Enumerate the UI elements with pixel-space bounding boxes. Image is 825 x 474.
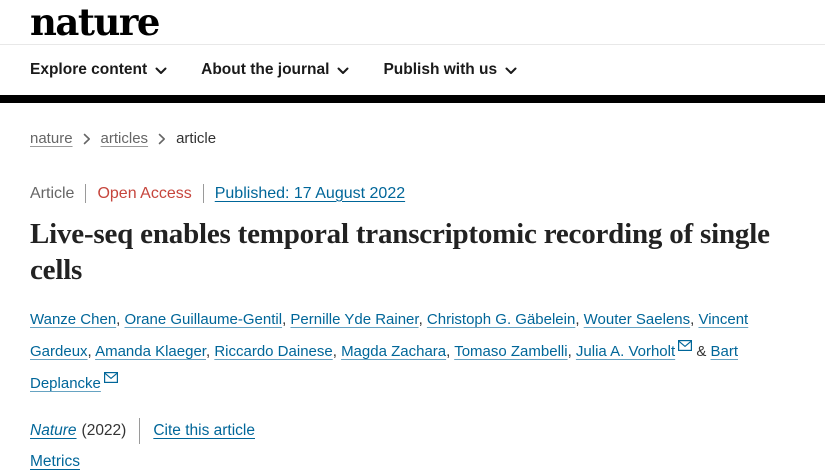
author-link[interactable]: Julia A. Vorholt [575,343,676,360]
author-link[interactable]: Christoph G. Gäbelein [426,311,576,328]
author-link[interactable]: Magda Zachara [341,343,447,360]
main-nav: Explore content About the journal Publis… [0,45,825,95]
logo-row: nature [0,0,825,45]
breadcrumb-current: article [176,130,217,147]
article-type-label: Article [30,184,75,202]
separator [85,184,87,203]
open-access-label: Open Access [97,184,192,202]
header-black-bar [0,95,825,103]
nav-publish-with-us[interactable]: Publish with us [383,61,517,79]
author-link[interactable]: Wanze Chen [30,311,117,328]
published-date-link[interactable]: Published: 17 August 2022 [214,184,406,202]
separator [202,184,204,203]
email-icon[interactable] [678,340,693,352]
separator [139,418,141,444]
metrics-row: Metrics [30,453,795,471]
breadcrumb-articles-link[interactable]: articles [100,130,149,147]
author-link[interactable]: Vincent Gardeux [30,311,749,360]
chevron-down-icon [505,67,517,74]
article-header-section: nature articles article Article Open Acc… [0,130,825,471]
nature-logo[interactable]: nature [30,0,160,44]
author-link[interactable]: Pernille Yde Rainer [290,311,419,328]
site-header: nature Explore content About the journal… [0,0,825,103]
author-link[interactable]: Amanda Klaeger [95,343,206,360]
author-link[interactable]: Riccardo Dainese [214,343,333,360]
breadcrumb-nature-link[interactable]: nature [30,130,73,147]
breadcrumb: nature articles article [30,130,795,147]
journal-link[interactable]: Nature [30,422,77,439]
article-meta: Article Open Access Published: 17 August… [30,184,795,203]
nav-label: Publish with us [383,61,498,78]
chevron-right-icon [83,133,90,144]
article-title: Live-seq enables temporal transcriptomic… [30,218,770,286]
author-link[interactable]: Tomaso Zambelli [454,343,568,360]
author-list: Wanze Chen, Orane Guillaume-Gentil, Pern… [30,311,749,392]
email-icon[interactable] [103,372,118,384]
chevron-down-icon [337,67,349,74]
chevron-right-icon [158,133,166,144]
author-link[interactable]: Orane Guillaume-Gentil [124,311,283,328]
cite-this-article-link[interactable]: Cite this article [153,422,255,439]
author-link[interactable]: Wouter Saelens [583,311,691,328]
author-link[interactable]: Bart Deplancke [30,343,739,392]
chevron-down-icon [155,67,167,74]
nav-about-the-journal[interactable]: About the journal [201,61,349,79]
cite-row: Nature (2022) Cite this article [30,418,795,444]
nav-explore-content[interactable]: Explore content [30,61,167,79]
nav-label: About the journal [201,61,330,78]
journal-year: (2022) [81,422,127,439]
metrics-link[interactable]: Metrics [30,453,80,470]
nav-label: Explore content [30,61,148,78]
